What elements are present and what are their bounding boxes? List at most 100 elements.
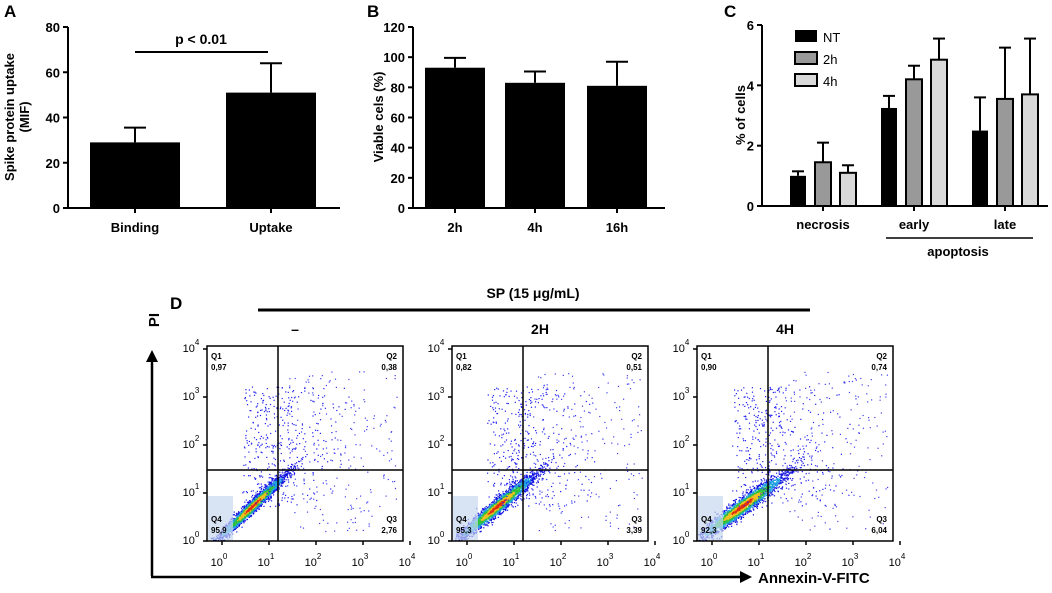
event-dot <box>265 417 268 420</box>
event-dot <box>388 460 391 462</box>
event-dot <box>274 458 277 461</box>
event-dot <box>298 432 300 434</box>
event-dot <box>256 508 258 510</box>
event-dot <box>282 493 284 495</box>
event-dot <box>249 514 251 516</box>
y-tick-exponent: 1 <box>195 482 200 491</box>
event-dot <box>245 511 247 513</box>
event-dot <box>325 384 327 387</box>
event-dot <box>343 387 345 389</box>
event-dot <box>270 477 272 479</box>
event-dot <box>242 492 244 494</box>
event-dot <box>294 478 296 480</box>
event-dot <box>491 522 493 524</box>
event-dot <box>350 508 352 510</box>
event-dot <box>269 499 271 501</box>
event-dot <box>259 490 261 493</box>
event-dot <box>273 457 275 459</box>
event-dot <box>291 495 293 498</box>
event-dot <box>319 412 321 414</box>
event-dot <box>284 475 286 477</box>
event-dot <box>291 498 293 500</box>
event-dot <box>240 521 242 523</box>
event-dot <box>295 429 297 431</box>
bar-necrosis-2h <box>814 161 832 207</box>
event-dot <box>336 477 338 479</box>
event-dot <box>246 504 248 506</box>
event-dot <box>248 475 250 477</box>
event-dot <box>259 503 261 505</box>
event-dot <box>331 492 333 494</box>
event-dot <box>282 408 284 410</box>
event-dot <box>291 439 293 441</box>
event-dot <box>291 463 293 465</box>
event-dot <box>264 423 266 425</box>
event-dot <box>265 489 267 491</box>
event-dot <box>292 400 294 402</box>
event-dot <box>316 491 318 493</box>
event-dot <box>282 483 284 485</box>
event-dot <box>486 507 489 509</box>
event-dot <box>248 451 250 453</box>
arrow-head-right <box>740 571 752 583</box>
event-dot <box>339 466 341 468</box>
event-dot <box>511 480 513 483</box>
event-dot <box>301 431 303 433</box>
event-dot <box>285 473 287 475</box>
event-dot <box>354 517 356 519</box>
event-dot <box>250 443 252 445</box>
bar-uptake <box>226 92 316 208</box>
event-dot <box>245 389 247 391</box>
event-dot <box>258 442 260 444</box>
event-dot <box>292 391 294 393</box>
event-dot <box>543 463 545 465</box>
event-dot <box>308 392 310 394</box>
event-dot <box>297 435 299 437</box>
event-dot <box>269 490 271 493</box>
event-dot <box>273 480 275 482</box>
event-dot <box>243 491 245 493</box>
event-dot <box>244 397 246 399</box>
y-axis-label: PI <box>146 313 163 327</box>
event-dot <box>348 484 350 486</box>
event-dot <box>348 459 350 461</box>
event-dot <box>364 430 366 432</box>
event-dot <box>252 500 254 502</box>
quadrant-value-q4: 95,9 <box>211 526 227 535</box>
event-dot <box>250 500 252 503</box>
event-dot <box>313 498 315 500</box>
event-dot <box>273 405 275 408</box>
event-dot <box>239 513 241 515</box>
event-dot <box>288 481 290 483</box>
event-dot <box>252 513 254 515</box>
event-dot <box>236 516 238 518</box>
event-dot <box>552 453 554 455</box>
event-dot <box>336 522 338 524</box>
event-dot <box>254 508 256 511</box>
event-dot <box>383 475 385 477</box>
event-dot <box>310 399 312 401</box>
event-dot <box>326 452 328 454</box>
event-dot <box>257 411 259 413</box>
event-dot <box>266 436 268 438</box>
event-dot <box>269 403 272 406</box>
event-dot <box>254 457 256 459</box>
event-dot <box>255 504 257 506</box>
event-dot <box>263 490 265 492</box>
event-dot <box>302 456 304 459</box>
event-dot <box>290 407 292 409</box>
event-dot <box>265 447 267 449</box>
event-dot <box>255 392 257 394</box>
event-dot <box>362 529 364 531</box>
event-dot <box>353 405 355 407</box>
event-dot <box>265 414 267 416</box>
event-dot <box>320 378 322 380</box>
y-tick-exponent: 3 <box>195 386 200 395</box>
y-tick-label: 103 <box>183 386 200 403</box>
event-dot <box>248 502 250 504</box>
event-dot <box>262 497 264 499</box>
event-dot <box>287 464 289 466</box>
event-dot <box>282 474 284 477</box>
event-dot <box>280 480 282 482</box>
event-dot <box>313 442 315 444</box>
